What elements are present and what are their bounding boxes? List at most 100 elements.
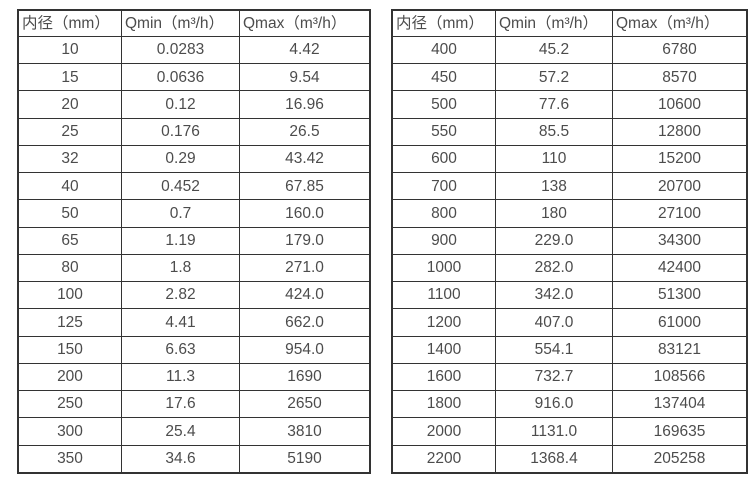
table-cell: 83121 [612,335,748,364]
table-cell: 1000 [391,253,496,283]
table-row: 25 0.176 26.5 [17,117,371,146]
column-header: Qmin（m³/h） [495,9,613,37]
table-cell: 65 [17,226,122,255]
table-cell: 0.29 [121,144,240,174]
column-header: 内径（mm） [17,9,122,37]
table-cell: 9.54 [239,63,371,92]
table-cell: 0.176 [121,117,240,146]
table-row: 50 0.7 160.0 [17,199,371,228]
table-row: 20 0.12 16.96 [17,90,371,119]
table-cell: 450 [391,63,496,92]
table-cell: 20 [17,90,122,119]
table-cell: 160.0 [239,199,371,228]
table-row: 2000 1131.0 169635 [391,417,748,446]
table-row: 80 1.8 271.0 [17,253,371,283]
table-cell: 169635 [612,417,748,446]
table-cell: 57.2 [495,63,613,92]
table-row: 450 57.2 8570 [391,63,748,92]
column-header: Qmax（m³/h） [612,9,748,37]
table-cell: 110 [495,144,613,174]
table-row: 200 11.3 1690 [17,362,371,392]
table-row: 32 0.29 43.42 [17,144,371,174]
table-cell: 800 [391,199,496,228]
table-row: 550 85.5 12800 [391,117,748,146]
table-cell: 138 [495,172,613,201]
table-cell: 180 [495,199,613,228]
table-cell: 150 [17,335,122,364]
table-cell: 550 [391,117,496,146]
table-cell: 34300 [612,226,748,255]
table-cell: 16.96 [239,90,371,119]
table-cell: 0.452 [121,172,240,201]
table-cell: 125 [17,308,122,337]
table-cell: 10 [17,35,122,65]
table-row: 65 1.19 179.0 [17,226,371,255]
table-cell: 0.7 [121,199,240,228]
table-cell: 80 [17,253,122,283]
table-cell: 77.6 [495,90,613,119]
table-row: 500 77.6 10600 [391,90,748,119]
table-cell: 8570 [612,63,748,92]
table-cell: 67.85 [239,172,371,201]
table-cell: 200 [17,362,122,392]
table-cell: 1400 [391,335,496,364]
table-cell: 137404 [612,390,748,419]
table-row: 700 138 20700 [391,172,748,201]
table-row: 15 0.0636 9.54 [17,63,371,92]
table-cell: 20700 [612,172,748,201]
table-cell: 2.82 [121,281,240,310]
table-cell: 1690 [239,362,371,392]
flow-table-left: 内径（mm） Qmin（m³/h） Qmax（m³/h） 10 0.0283 4.42 15… [17,9,371,474]
table-cell: 600 [391,144,496,174]
table-row: 250 17.6 2650 [17,390,371,419]
table-cell: 916.0 [495,390,613,419]
table-cell: 43.42 [239,144,371,174]
table-row: 125 4.41 662.0 [17,308,371,337]
table-cell: 11.3 [121,362,240,392]
table-row: 400 45.2 6780 [391,35,748,65]
table-cell: 3810 [239,417,371,446]
table-cell: 45.2 [495,35,613,65]
table-cell: 42400 [612,253,748,283]
table-cell: 407.0 [495,308,613,337]
table-cell: 25.4 [121,417,240,446]
table-cell: 51300 [612,281,748,310]
table-cell: 61000 [612,308,748,337]
table-cell: 10600 [612,90,748,119]
table-cell: 700 [391,172,496,201]
table-cell: 100 [17,281,122,310]
header-row: 内径（mm） Qmin（m³/h） Qmax（m³/h） [17,9,371,37]
table-row: 1800 916.0 137404 [391,390,748,419]
table-row: 1200 407.0 61000 [391,308,748,337]
table-cell: 662.0 [239,308,371,337]
table-cell: 1368.4 [495,444,613,474]
table-cell: 179.0 [239,226,371,255]
table-cell: 1600 [391,362,496,392]
table-row: 1600 732.7 108566 [391,362,748,392]
table-cell: 12800 [612,117,748,146]
table-cell: 1.8 [121,253,240,283]
table-cell: 2200 [391,444,496,474]
table-cell: 85.5 [495,117,613,146]
column-header: 内径（mm） [391,9,496,37]
table-row: 800 180 27100 [391,199,748,228]
table-cell: 32 [17,144,122,174]
column-header: Qmin（m³/h） [121,9,240,37]
table-cell: 15200 [612,144,748,174]
table-cell: 229.0 [495,226,613,255]
table-cell: 1100 [391,281,496,310]
table-cell: 17.6 [121,390,240,419]
table-cell: 15 [17,63,122,92]
table-cell: 900 [391,226,496,255]
table-cell: 34.6 [121,444,240,474]
table-cell: 27100 [612,199,748,228]
table-cell: 0.12 [121,90,240,119]
table-cell: 1131.0 [495,417,613,446]
table-cell: 4.41 [121,308,240,337]
table-cell: 250 [17,390,122,419]
table-cell: 25 [17,117,122,146]
column-header: Qmax（m³/h） [239,9,371,37]
table-row: 2200 1368.4 205258 [391,444,748,474]
table-cell: 6780 [612,35,748,65]
